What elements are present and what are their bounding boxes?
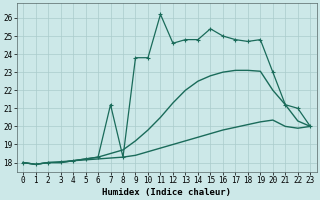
X-axis label: Humidex (Indice chaleur): Humidex (Indice chaleur) xyxy=(102,188,231,197)
